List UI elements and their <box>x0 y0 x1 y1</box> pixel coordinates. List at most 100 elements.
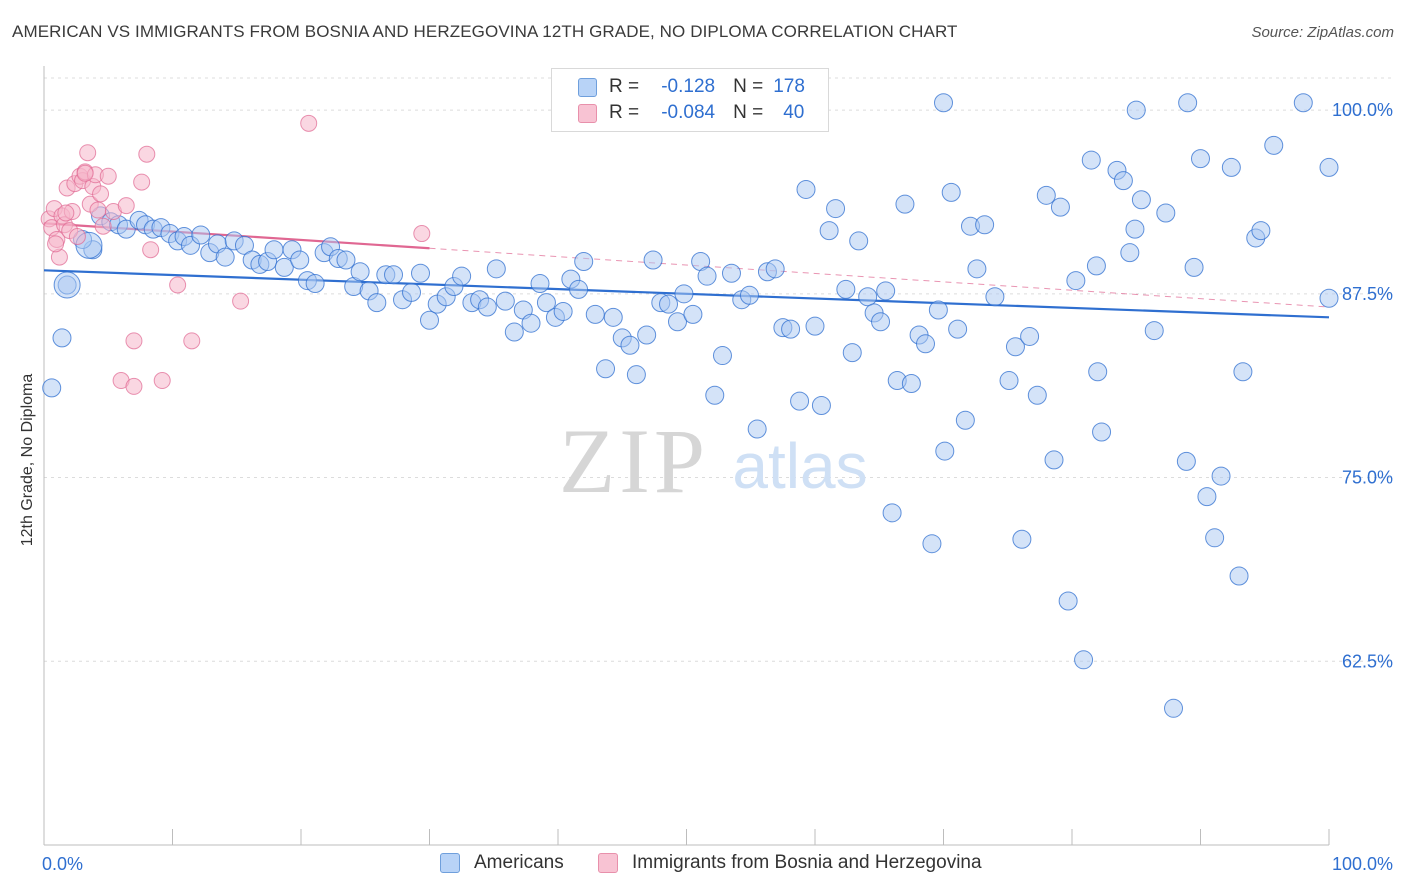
american-point <box>1027 385 1047 405</box>
american-point <box>1066 271 1086 291</box>
axes <box>43 66 1330 846</box>
american-point <box>928 300 948 320</box>
american-point <box>603 307 623 327</box>
bosnia-point <box>79 144 97 162</box>
americans-r-label: R = <box>609 76 640 97</box>
bosnia-point <box>99 167 117 185</box>
series-legend: Americans Immigrants from Bosnia and Her… <box>0 852 1406 878</box>
american-point <box>697 266 717 286</box>
bosnia-point <box>89 201 107 219</box>
american-point <box>477 297 497 317</box>
american-point <box>1144 321 1164 341</box>
american-point <box>668 312 688 332</box>
american-point <box>411 263 431 283</box>
american-point <box>1164 698 1184 718</box>
x-tick-labels: 0.0% 100.0% <box>42 854 1393 874</box>
american-point <box>819 221 839 241</box>
american-point <box>1020 326 1040 346</box>
american-point <box>1221 157 1241 177</box>
americans-points <box>42 93 1339 718</box>
american-point <box>384 265 404 285</box>
bosnia-r-label: R = <box>609 102 640 123</box>
american-point <box>1012 529 1032 549</box>
americans-swatch <box>578 77 597 97</box>
american-point <box>290 250 310 270</box>
bosnia-point <box>76 164 94 182</box>
x-tick-label: 0.0% <box>42 854 83 874</box>
american-point <box>495 291 515 311</box>
american-point <box>659 294 679 314</box>
american-point <box>941 182 961 202</box>
american-point <box>901 373 921 393</box>
y-tick-labels: 62.5% 75.0% 87.5% 100.0% <box>1332 100 1393 671</box>
american-point <box>747 419 767 439</box>
bosnia-point <box>133 173 151 191</box>
legend-row-americans: R = -0.128 N = 178 <box>552 74 805 100</box>
american-point <box>1081 150 1101 170</box>
american-point <box>264 240 284 260</box>
bosnia-trend-extension <box>429 247 1330 308</box>
bosnia-point <box>117 197 135 215</box>
american-point <box>811 396 831 416</box>
american-point <box>1092 422 1112 442</box>
american-point <box>504 322 524 342</box>
american-point <box>882 503 902 523</box>
american-point <box>637 325 657 345</box>
american-point <box>871 312 891 332</box>
y-tick-label: 100.0% <box>1332 100 1393 120</box>
bosnia-point <box>413 225 431 243</box>
american-point <box>1044 450 1064 470</box>
americans-r-value: -0.128 <box>661 76 716 97</box>
americans-n-label: N = <box>733 76 764 97</box>
american-point <box>674 284 694 304</box>
american-point <box>1036 185 1056 205</box>
american-point <box>826 199 846 219</box>
american-point <box>721 263 741 283</box>
american-point <box>765 259 785 279</box>
american-point <box>1229 566 1249 586</box>
american-point <box>420 310 439 330</box>
american-point <box>1184 257 1204 277</box>
american-point <box>42 378 62 398</box>
american-point <box>1131 190 1151 210</box>
american-point <box>836 279 856 299</box>
legend-item-bosnia[interactable]: Immigrants from Bosnia and Herzegovina <box>598 852 982 874</box>
american-point <box>849 231 869 251</box>
bosnia-point <box>138 145 156 163</box>
bosnia-point <box>153 372 171 390</box>
american-point <box>553 301 573 321</box>
american-point <box>1156 203 1176 223</box>
american-point <box>1211 466 1231 486</box>
watermark-atlas: atlas <box>732 430 867 502</box>
american-point <box>191 225 211 245</box>
american-point <box>967 259 987 279</box>
american-point <box>1088 362 1108 382</box>
bosnia-point <box>125 377 143 395</box>
american-point <box>1125 219 1145 239</box>
american-point <box>521 313 541 333</box>
gridlines <box>44 77 1394 662</box>
americans-n-value: 178 <box>773 76 805 97</box>
american-point <box>536 293 556 313</box>
american-point <box>935 441 955 461</box>
american-point <box>1126 100 1146 120</box>
bosnia-point <box>125 332 143 350</box>
bosnia-r-value: -0.084 <box>661 102 716 123</box>
american-point <box>350 262 370 282</box>
legend-item-americans[interactable]: Americans <box>440 852 564 874</box>
american-point <box>530 274 550 294</box>
american-point <box>781 319 801 339</box>
american-point <box>1319 157 1339 177</box>
bosnia-point <box>300 114 318 132</box>
american-point <box>274 257 294 277</box>
american-point <box>585 304 605 324</box>
americans-legend-swatch <box>440 853 460 873</box>
american-point <box>796 179 816 199</box>
bosnia-point <box>94 217 112 235</box>
american-point-large <box>53 271 81 299</box>
american-point <box>1176 451 1196 471</box>
american-point <box>999 371 1019 391</box>
y-tick-label: 75.0% <box>1342 468 1393 488</box>
american-point <box>52 328 72 348</box>
american-point <box>1005 337 1025 357</box>
